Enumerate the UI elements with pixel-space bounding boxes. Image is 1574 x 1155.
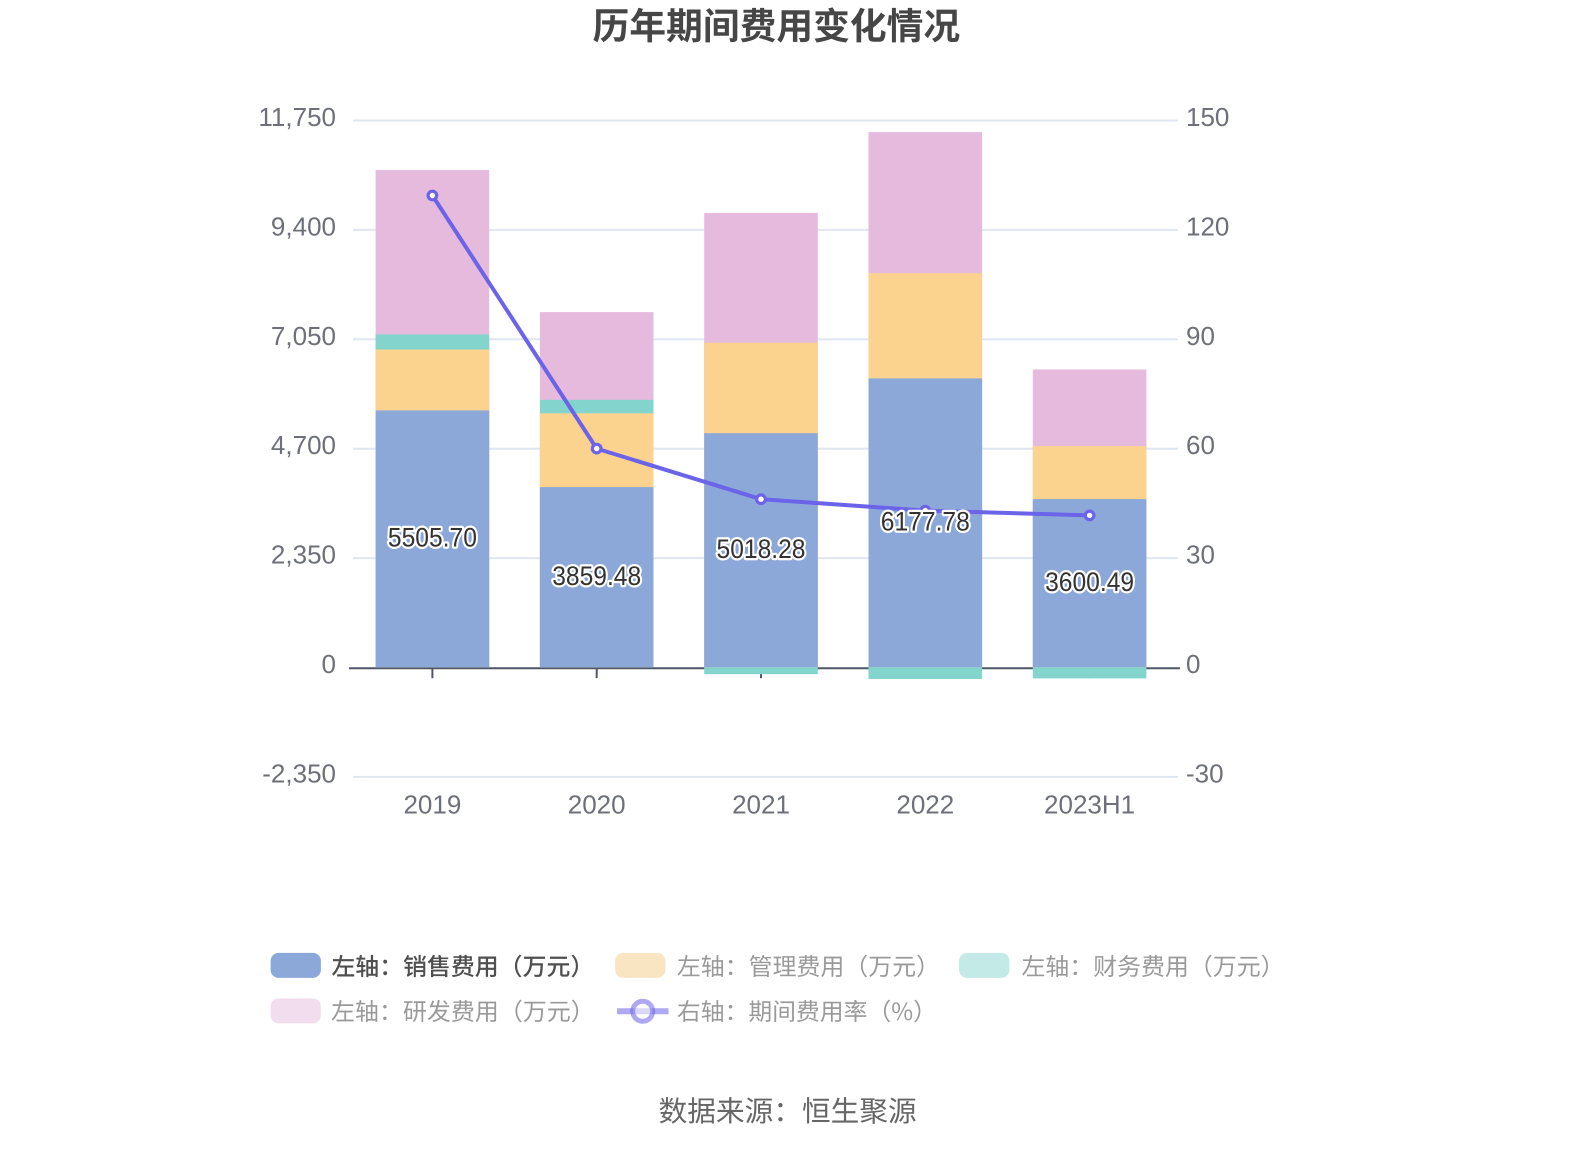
svg-text:150: 150 [1186,102,1229,132]
svg-text:0: 0 [1186,649,1200,679]
svg-text:2,350: 2,350 [271,540,336,570]
svg-text:2021: 2021 [732,789,790,819]
svg-text:3859.48: 3859.48 [552,561,641,591]
svg-text:6177.78: 6177.78 [881,507,970,537]
svg-text:90: 90 [1186,321,1215,351]
svg-text:2023H1: 2023H1 [1044,789,1135,819]
svg-text:5505.70: 5505.70 [388,523,477,553]
svg-text:60: 60 [1186,430,1215,460]
svg-text:2022: 2022 [896,789,954,819]
svg-text:0: 0 [322,649,336,679]
svg-text:3600.49: 3600.49 [1045,567,1134,597]
svg-text:11,750: 11,750 [258,102,336,132]
svg-text:2020: 2020 [568,789,626,819]
svg-text:-2,350: -2,350 [262,758,336,788]
svg-text:4,700: 4,700 [271,430,336,460]
svg-text:30: 30 [1186,540,1215,570]
svg-text:5018.28: 5018.28 [717,534,806,564]
svg-text:2019: 2019 [403,789,461,819]
svg-text:120: 120 [1186,211,1229,241]
svg-text:-30: -30 [1186,758,1224,788]
svg-text:7,050: 7,050 [271,321,336,351]
svg-text:9,400: 9,400 [271,211,336,241]
